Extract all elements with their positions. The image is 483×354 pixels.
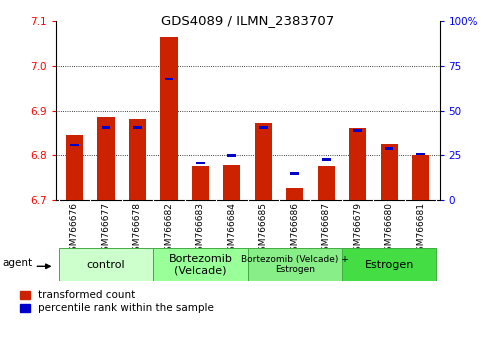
Text: GSM766682: GSM766682 [164, 202, 173, 257]
Text: GSM766683: GSM766683 [196, 202, 205, 257]
Bar [381, 144, 398, 200]
Bar [322, 158, 330, 161]
Text: GSM766687: GSM766687 [322, 202, 331, 257]
Bar [349, 127, 366, 200]
Text: GSM766677: GSM766677 [101, 202, 111, 257]
Text: Bortezomib
(Velcade): Bortezomib (Velcade) [169, 254, 232, 275]
Text: GSM766686: GSM766686 [290, 202, 299, 257]
Bar [129, 119, 146, 200]
Bar [101, 126, 110, 129]
Bar [59, 248, 153, 281]
Text: GSM766679: GSM766679 [353, 202, 362, 257]
Bar [223, 165, 241, 200]
Bar [354, 130, 362, 132]
Bar [416, 153, 425, 155]
Bar [317, 166, 335, 200]
Text: GSM766678: GSM766678 [133, 202, 142, 257]
Text: GDS4089 / ILMN_2383707: GDS4089 / ILMN_2383707 [161, 14, 334, 27]
Bar [165, 78, 173, 80]
Bar [385, 147, 394, 150]
Text: control: control [86, 259, 125, 270]
Bar [342, 248, 436, 281]
Bar [97, 117, 114, 200]
Bar [160, 37, 178, 200]
Text: Estrogen: Estrogen [365, 259, 414, 270]
Bar [286, 188, 303, 200]
Legend: transformed count, percentile rank within the sample: transformed count, percentile rank withi… [20, 290, 214, 313]
Text: GSM766676: GSM766676 [70, 202, 79, 257]
Text: agent: agent [3, 258, 33, 268]
Bar [412, 155, 429, 200]
Text: GSM766685: GSM766685 [259, 202, 268, 257]
Bar [255, 123, 272, 200]
Bar [290, 172, 299, 175]
Text: GSM766680: GSM766680 [384, 202, 394, 257]
Bar [133, 126, 142, 129]
Text: GSM766684: GSM766684 [227, 202, 236, 257]
Bar [192, 166, 209, 200]
Bar [227, 154, 236, 157]
Text: Bortezomib (Velcade) +
Estrogen: Bortezomib (Velcade) + Estrogen [241, 255, 349, 274]
Text: GSM766681: GSM766681 [416, 202, 425, 257]
Bar [248, 248, 342, 281]
Bar [66, 135, 83, 200]
Bar [196, 161, 205, 164]
Bar [259, 126, 268, 129]
Bar [153, 248, 248, 281]
Bar [70, 144, 79, 146]
